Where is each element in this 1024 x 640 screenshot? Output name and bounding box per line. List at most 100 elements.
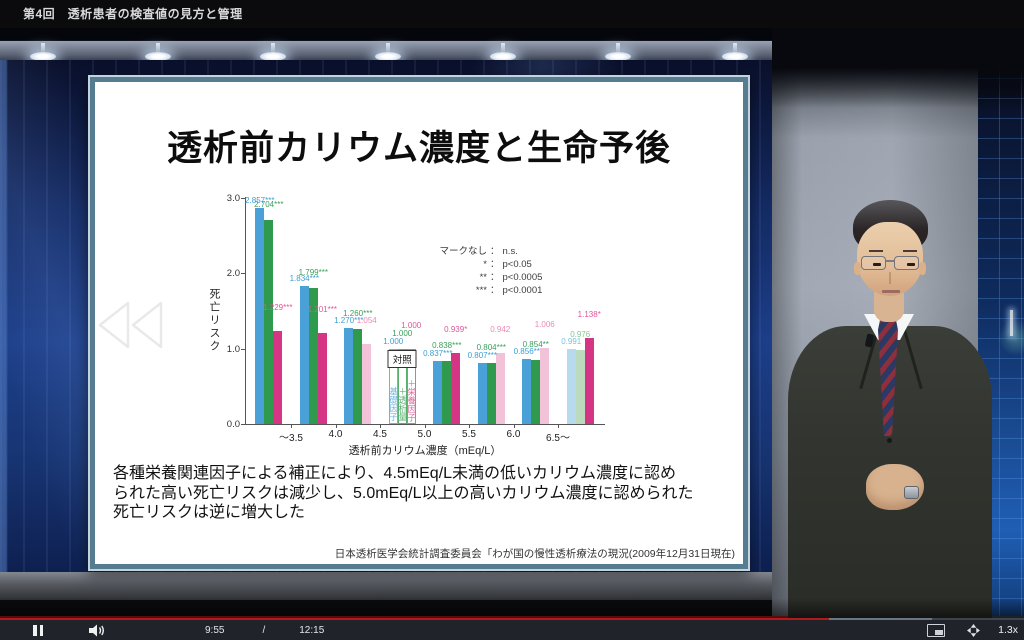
bar-value-label: 1.000: [401, 320, 422, 330]
bar-value-label: 2.857***: [245, 196, 275, 206]
spotlight-icon: [490, 43, 516, 61]
lecture-title-bar: 第4回 透析患者の検査値の見方と管理: [0, 0, 1024, 28]
bar: [540, 348, 550, 424]
x-tick-mark: [469, 424, 470, 428]
x-tick-label: 4.0: [328, 429, 343, 440]
bar-group: [291, 190, 336, 424]
bar-group: [425, 190, 470, 424]
y-tick-mark: [241, 424, 245, 425]
presenter-ear: [854, 262, 861, 275]
bar-value-label: 1.270***: [334, 316, 364, 326]
y-tick-mark: [241, 197, 245, 199]
bar-group: [514, 190, 559, 424]
bar: 基礎因子: [388, 348, 399, 424]
presenter-mouth: [882, 290, 900, 293]
series-name-label: ＋透析量: [397, 387, 408, 421]
y-tick-label: 1.0: [226, 343, 240, 355]
slide-title: 透析前カリウム濃度と生命予後: [166, 129, 671, 168]
series-name-label: 基礎因子: [388, 387, 399, 421]
playback-speed-button[interactable]: 1.3x: [998, 624, 1018, 636]
bar: ＋透析量: [397, 348, 408, 424]
slide-body-text: 各種栄養関連因子による補正により、4.5mEq/L未満の低いカリウム濃度に認め …: [113, 464, 735, 523]
time-separator: /: [262, 624, 266, 636]
spotlight-icon: [722, 43, 748, 61]
spotlight-icon: [260, 43, 286, 61]
bar: [495, 352, 505, 424]
bar: [308, 288, 318, 424]
presenter-eyebrow: [903, 250, 917, 252]
bar-value-label: 0.939*: [444, 325, 468, 335]
presenter-eye: [873, 263, 881, 266]
suit-button: [887, 438, 892, 443]
bar-value-label: 1.000: [392, 328, 413, 338]
slide: 透析前カリウム濃度と生命予後 0.0 1.0 2.0 3.0 死亡リスク 透析前カリウム濃…: [95, 82, 743, 564]
bar: [353, 328, 363, 424]
spotlight-icon: [605, 43, 631, 61]
x-tick-label: 6.5～: [546, 433, 570, 444]
bar: [442, 360, 452, 424]
picture-in-picture-button[interactable]: [927, 623, 946, 637]
bar-group: [247, 190, 292, 424]
duration: 12:15: [299, 624, 325, 636]
rewind-icon[interactable]: [98, 297, 166, 358]
presenter-ear: [919, 262, 926, 275]
bar: [433, 360, 443, 424]
y-tick-mark: [241, 348, 245, 350]
bar-value-label: 0.976: [570, 330, 591, 340]
x-tick-label: 5.5: [462, 429, 476, 440]
player-control-bar: 9:55 / 12:15 1.3x: [0, 616, 1024, 640]
legend-row: **： p<0.0005: [479, 272, 543, 283]
legend-row: ***： p<0.0001: [475, 285, 543, 296]
slide-citation: 日本透析医学会統計調査委員会「わが国の慢性透析療法の現況(2009年12月31日…: [334, 548, 735, 560]
y-tick-mark: [241, 273, 245, 274]
presenter: [772, 28, 1024, 618]
slide-body-line: 死亡リスクは逆に増大した: [113, 504, 306, 521]
bar-value-label: 1.260***: [343, 308, 373, 318]
time-display: 9:55 / 12:15: [205, 625, 324, 636]
bar-value-label: 0.856**: [513, 347, 540, 357]
x-tick-mark: [380, 424, 381, 428]
seek-played: [0, 616, 830, 620]
series-name-label: ＋栄養因子: [406, 378, 417, 422]
striped-tie: [878, 318, 898, 436]
presenter-eyebrow: [869, 250, 883, 252]
bar: [566, 349, 576, 424]
bar: [575, 350, 585, 424]
bar: [273, 331, 283, 424]
presenter-nose: [889, 272, 891, 284]
x-tick-label: 6.0: [506, 429, 521, 440]
x-tick-mark: [424, 424, 426, 428]
bar-value-label: 1.799***: [298, 268, 328, 278]
spotlight-icon: [30, 43, 56, 61]
bar-value-label: 1.138*: [577, 310, 601, 320]
video-stage[interactable]: 透析前カリウム濃度と生命予後 0.0 1.0 2.0 3.0 死亡リスク 透析前カリウム濃…: [0, 28, 1024, 618]
slide-body-line: られた高い死亡リスクは減少し、5.0mEq/L以上の高いカリウム濃度に認められた: [113, 484, 694, 502]
panel-highlight: [1010, 310, 1013, 336]
presenter-area: [772, 28, 1024, 618]
seek-bar[interactable]: [0, 616, 1024, 620]
x-tick-label: 5.0: [417, 429, 432, 440]
bar-value-label: 1.201***: [307, 305, 337, 315]
studio-floor: [0, 572, 772, 600]
lecture-title: 第4回 透析患者の検査値の見方と管理: [23, 7, 243, 21]
x-axis-title: 透析前カリウム濃度（mEq/L）: [348, 445, 502, 457]
pause-button[interactable]: [33, 624, 43, 636]
ceiling-shadow: [772, 28, 1024, 108]
bar: [255, 208, 265, 424]
volume-icon: [89, 624, 104, 636]
bar: [531, 359, 541, 424]
legend-row: *： p<0.05: [483, 259, 532, 270]
bar: [299, 285, 309, 424]
x-tick-mark: [335, 424, 337, 428]
bar-value-label: 0.838***: [432, 340, 462, 350]
bar-value-label: 2.704***: [254, 199, 284, 209]
player-controls: 9:55 / 12:15 1.3x: [0, 620, 1024, 640]
bar-value-label: 0.807***: [467, 351, 497, 361]
volume-button[interactable]: [89, 624, 105, 637]
bar-value-label: 0.854**: [522, 339, 549, 349]
y-axis: [245, 197, 246, 424]
fullscreen-button[interactable]: [967, 623, 981, 637]
spotlight-icon: [145, 43, 171, 61]
y-tick-label: 0.0: [226, 419, 240, 430]
